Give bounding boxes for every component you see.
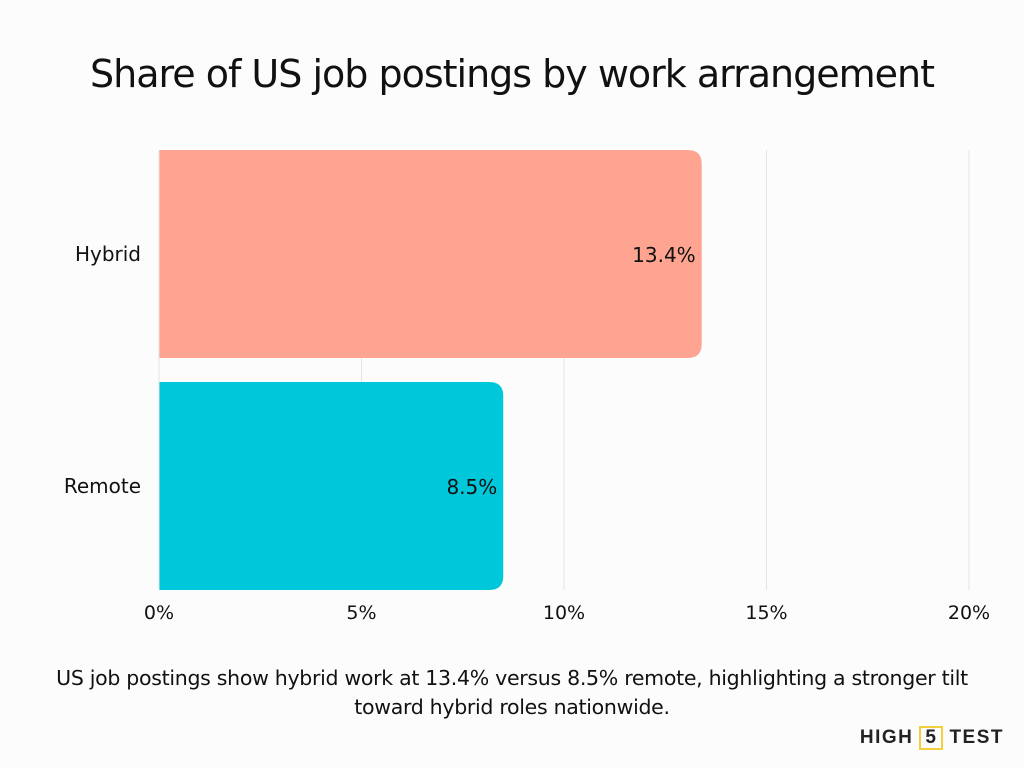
- x-tick-label: 5%: [346, 602, 376, 624]
- logo-text-left: HIGH: [859, 727, 914, 748]
- chart-title: Share of US job postings by work arrange…: [89, 52, 935, 96]
- data-label: 13.4%: [632, 243, 696, 267]
- x-tick-label: 0%: [144, 602, 174, 624]
- y-tick-label: Remote: [64, 474, 141, 498]
- bar-remote: [159, 382, 504, 590]
- x-tick-label: 10%: [543, 602, 585, 624]
- data-label: 8.5%: [446, 475, 497, 499]
- logo-text-mid: 5: [919, 726, 944, 750]
- chart-caption: US job postings show hybrid work at 13.4…: [56, 666, 968, 719]
- bar-chart: 0% 5% 10% 15% 20% Hybrid 13.4% Remote 8.5%: [64, 150, 990, 624]
- x-tick-label: 20%: [948, 602, 990, 624]
- x-tick-label: 15%: [745, 602, 787, 624]
- logo-text-right: TEST: [949, 727, 1004, 748]
- bar-hybrid: [159, 150, 702, 358]
- brand-logo: HIGH 5 TEST: [860, 726, 1004, 750]
- y-tick-label: Hybrid: [75, 242, 141, 266]
